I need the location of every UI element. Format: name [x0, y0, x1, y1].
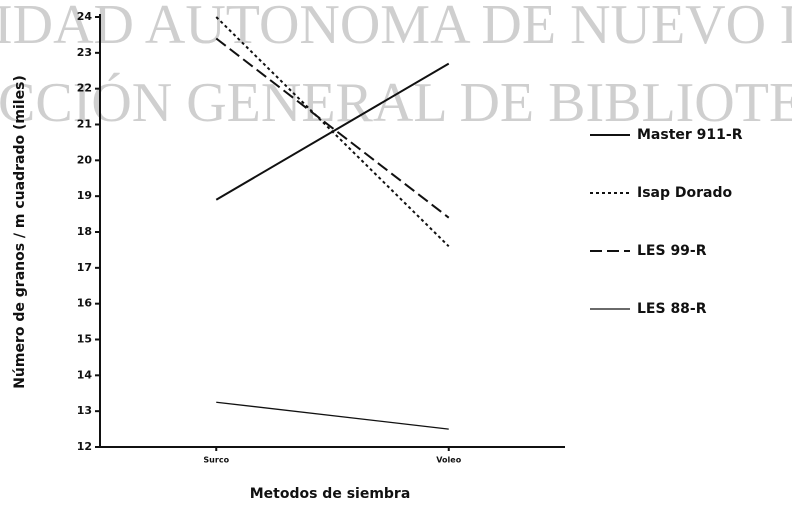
y-tick-label: 15 [77, 333, 92, 346]
y-tick-label: 18 [77, 225, 92, 238]
legend-label: Isap Dorado [637, 185, 732, 201]
y-tick-label: 13 [77, 404, 92, 417]
y-tick-label: 19 [77, 189, 92, 202]
y-tick-label: 16 [77, 297, 93, 310]
y-tick-label: 21 [77, 118, 92, 131]
y-tick-label: 23 [77, 46, 92, 59]
legend-label: Master 911-R [637, 127, 743, 143]
watermark: IDAD AUTONOMA DE NUEVO L [0, 0, 792, 56]
x-axis-label: Metodos de siembra [250, 486, 411, 502]
legend-label: LES 99-R [637, 243, 707, 259]
series-line [215, 37, 450, 219]
y-tick-label: 22 [77, 82, 92, 95]
watermark: CCIÓN GENERAL DE BIBLIOTECAS [0, 71, 792, 134]
y-tick-label: 24 [77, 10, 93, 23]
x-tick-label: Surco [203, 456, 229, 465]
legend-label: LES 88-R [637, 301, 707, 317]
y-axis-label: Número de granos / m cuadrado (miles) [12, 75, 28, 389]
y-tick-label: 14 [77, 368, 93, 381]
series-line [216, 401, 449, 430]
y-tick-label: 17 [77, 261, 92, 274]
series-line [215, 16, 450, 248]
x-tick-label: Voleo [436, 456, 461, 465]
y-tick-label: 12 [77, 440, 92, 453]
y-tick-label: 20 [77, 153, 93, 166]
